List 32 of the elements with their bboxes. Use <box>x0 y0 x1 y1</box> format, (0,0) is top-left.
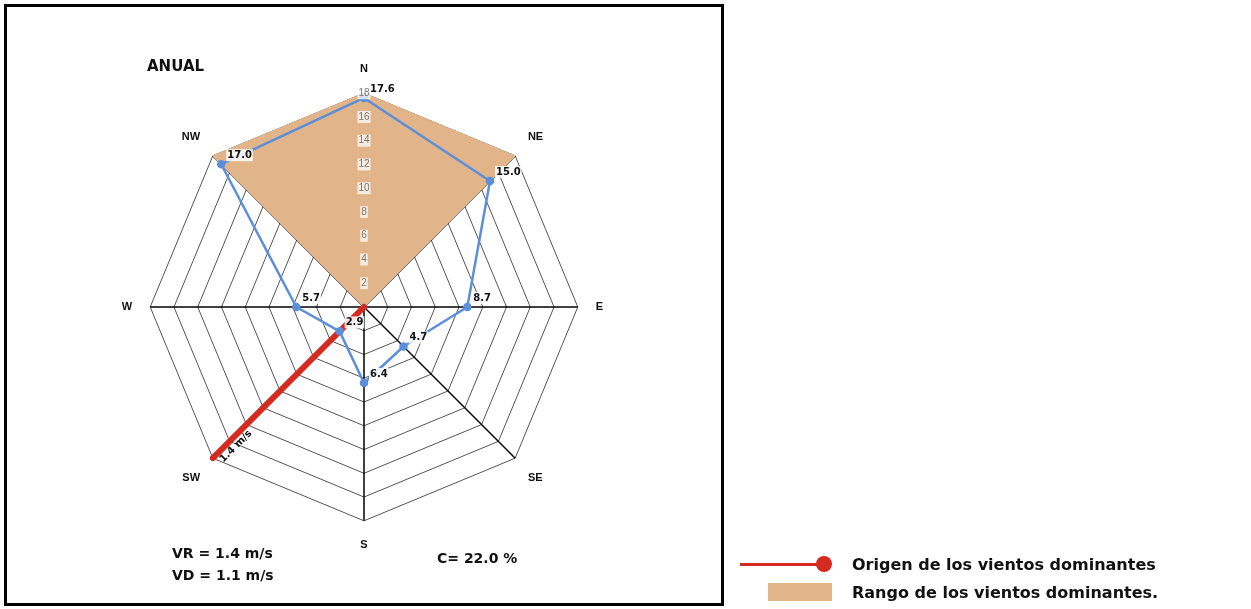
data-label: 2.9 <box>345 315 364 327</box>
y-tick-label: 8 <box>361 205 368 217</box>
y-tick-label: 4 <box>361 253 368 265</box>
data-label: 15.0 <box>495 165 521 177</box>
spoke-label: SE <box>527 470 543 483</box>
y-tick-label: 16 <box>358 110 370 122</box>
data-label: 17.6 <box>370 82 395 94</box>
spoke-label: N <box>360 61 369 74</box>
spoke-label: NW <box>181 129 201 142</box>
spoke-label: W <box>121 300 133 313</box>
spoke-label: S <box>360 538 368 551</box>
text: 1.4 m/s <box>216 427 254 465</box>
text: VR = 1.4 m/s <box>172 545 273 561</box>
text: VD = 1.1 m/s <box>172 567 274 583</box>
text: C= 22.0 % <box>437 550 518 566</box>
y-tick-label: 12 <box>358 158 370 170</box>
y-tick-label: 14 <box>358 134 370 146</box>
y-tick-label: 2 <box>361 276 368 288</box>
legend-label: Rango de los vientos dominantes. <box>852 582 1159 602</box>
chart-title: ANUAL <box>147 57 205 75</box>
y-tick-label: 6 <box>361 229 368 241</box>
data-label: 5.7 <box>302 291 321 303</box>
data-label: 4.7 <box>409 331 428 343</box>
y-tick-label: 18 <box>358 86 370 98</box>
legend-label: Origen de los vientos dominantes <box>852 554 1156 574</box>
spoke-label: SW <box>182 470 201 483</box>
spoke-label: E <box>595 300 604 313</box>
data-label: 8.7 <box>473 291 492 303</box>
data-label: 17.0 <box>227 148 252 160</box>
y-tick-label: 10 <box>358 181 370 193</box>
spoke-label: NE <box>527 129 544 142</box>
data-label: 6.4 <box>370 367 388 379</box>
